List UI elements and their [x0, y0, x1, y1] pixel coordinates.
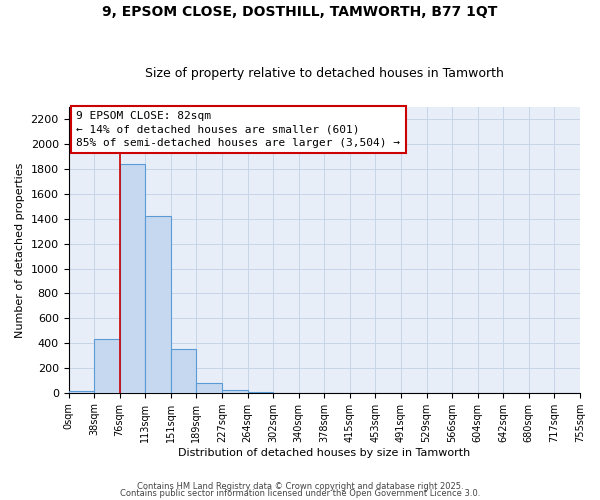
- Title: Size of property relative to detached houses in Tamworth: Size of property relative to detached ho…: [145, 66, 504, 80]
- Text: Contains public sector information licensed under the Open Government Licence 3.: Contains public sector information licen…: [120, 490, 480, 498]
- Bar: [145, 216, 171, 392]
- Text: 9, EPSOM CLOSE, DOSTHILL, TAMWORTH, B77 1QT: 9, EPSOM CLOSE, DOSTHILL, TAMWORTH, B77 …: [103, 5, 497, 19]
- Bar: [68, 391, 94, 392]
- Bar: [119, 164, 145, 392]
- Bar: [171, 348, 196, 393]
- Text: Contains HM Land Registry data © Crown copyright and database right 2025.: Contains HM Land Registry data © Crown c…: [137, 482, 463, 491]
- Bar: [196, 383, 222, 392]
- Bar: [94, 340, 119, 392]
- Y-axis label: Number of detached properties: Number of detached properties: [15, 162, 25, 338]
- X-axis label: Distribution of detached houses by size in Tamworth: Distribution of detached houses by size …: [178, 448, 470, 458]
- Bar: [222, 390, 248, 392]
- Text: 9 EPSOM CLOSE: 82sqm
← 14% of detached houses are smaller (601)
85% of semi-deta: 9 EPSOM CLOSE: 82sqm ← 14% of detached h…: [76, 112, 400, 148]
